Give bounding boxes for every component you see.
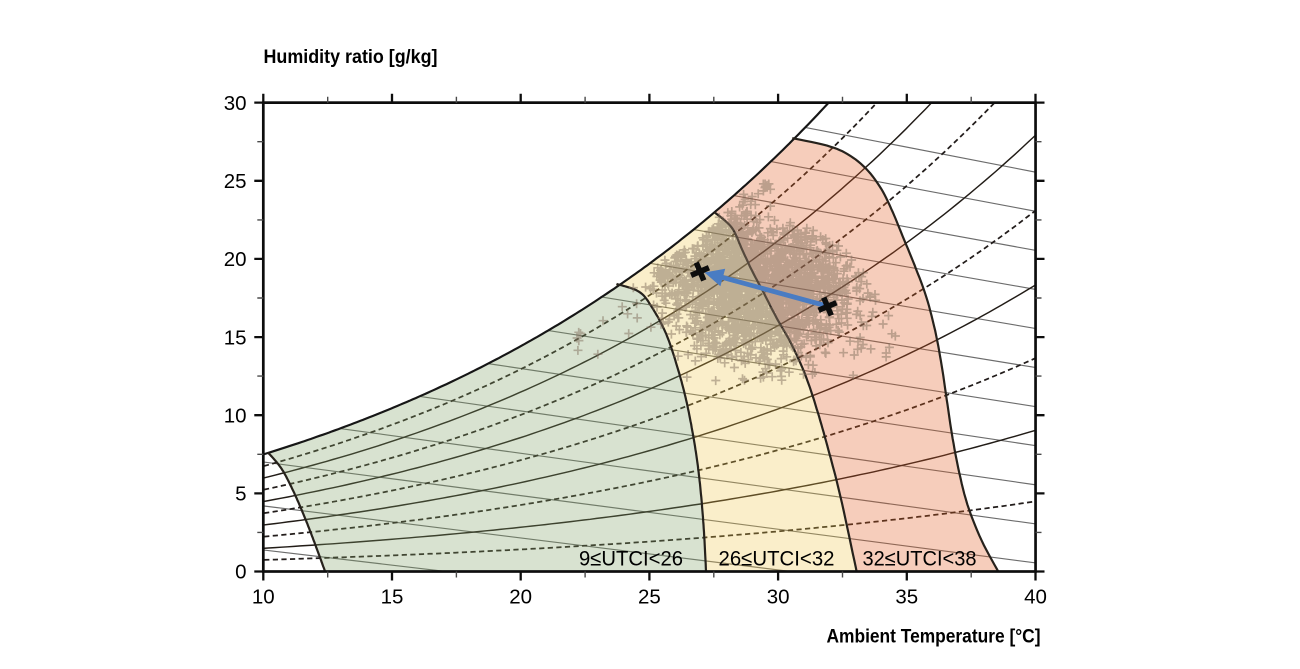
svg-text:35: 35 <box>895 586 918 609</box>
svg-text:5: 5 <box>235 483 246 506</box>
svg-text:30: 30 <box>767 586 790 609</box>
svg-text:15: 15 <box>224 326 247 349</box>
svg-text:26≤UTCI<32: 26≤UTCI<32 <box>719 547 835 571</box>
svg-text:10: 10 <box>224 404 247 427</box>
svg-text:32≤UTCI<38: 32≤UTCI<38 <box>863 547 977 571</box>
svg-text:10: 10 <box>252 586 275 609</box>
svg-text:40: 40 <box>1024 586 1047 609</box>
svg-text:15: 15 <box>381 586 404 609</box>
svg-text:9≤UTCI<26: 9≤UTCI<26 <box>579 547 683 571</box>
svg-text:25: 25 <box>638 586 661 609</box>
svg-text:Humidity ratio [g/kg]: Humidity ratio [g/kg] <box>264 47 438 68</box>
svg-text:20: 20 <box>509 586 532 609</box>
svg-text:30: 30 <box>224 92 247 115</box>
svg-text:0: 0 <box>235 561 246 584</box>
svg-text:Ambient Temperature [°C]: Ambient Temperature [°C] <box>827 627 1041 648</box>
svg-text:20: 20 <box>224 248 247 271</box>
svg-text:25: 25 <box>224 170 247 193</box>
